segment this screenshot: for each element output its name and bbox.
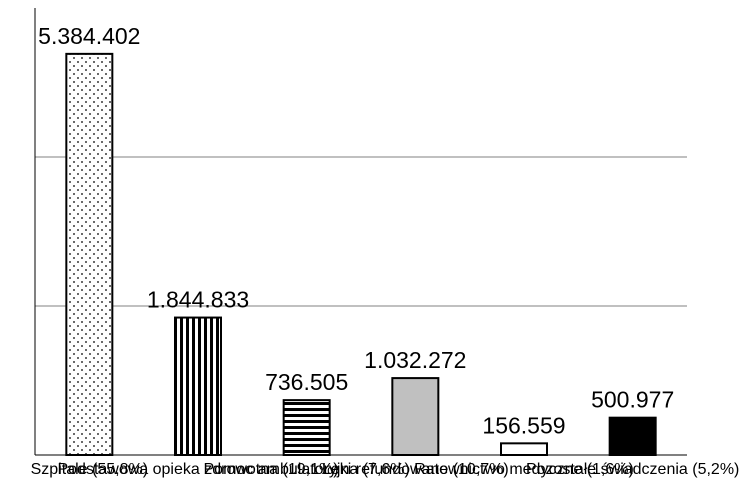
bar-3 [282,399,331,456]
gridlines [35,156,687,307]
data-label-2: 1.844.833 [147,287,249,313]
x-tick-label-2: Podstawowa opieka zdrowotna (19,1%) [57,461,338,478]
x-tick-labels: Szpitale (55,8%)Podstawowa opieka zdrowo… [31,461,740,478]
x-tick-label-1: Szpitale (55,8%) [31,461,148,478]
bar-5 [500,442,548,457]
data-labels: 5.384.402 1.844.833 736.505 1.032.272 156.55… [38,23,674,438]
data-label-5: 156.559 [482,412,565,438]
data-label-6: 500.977 [591,387,674,413]
bar-6 [608,416,657,457]
x-tick-label-3: Pomoc ambulatoryjna (7,6%) [204,461,410,478]
data-label-1: 5.384.402 [38,23,140,49]
bar-2 [174,316,222,456]
x-tick-label-6: Pozostałe świadczenia (5,2%) [526,461,739,478]
bars [65,52,657,457]
x-tick-label-5: Ratownictwo medyczne (1,6%) [414,461,634,478]
data-label-4: 1.032.272 [364,347,466,373]
bar-4 [391,377,440,456]
x-tick-label-4: Leki refundowane (10,7%) [322,461,509,478]
data-label-3: 736.505 [265,369,348,395]
bar-1 [65,52,114,456]
